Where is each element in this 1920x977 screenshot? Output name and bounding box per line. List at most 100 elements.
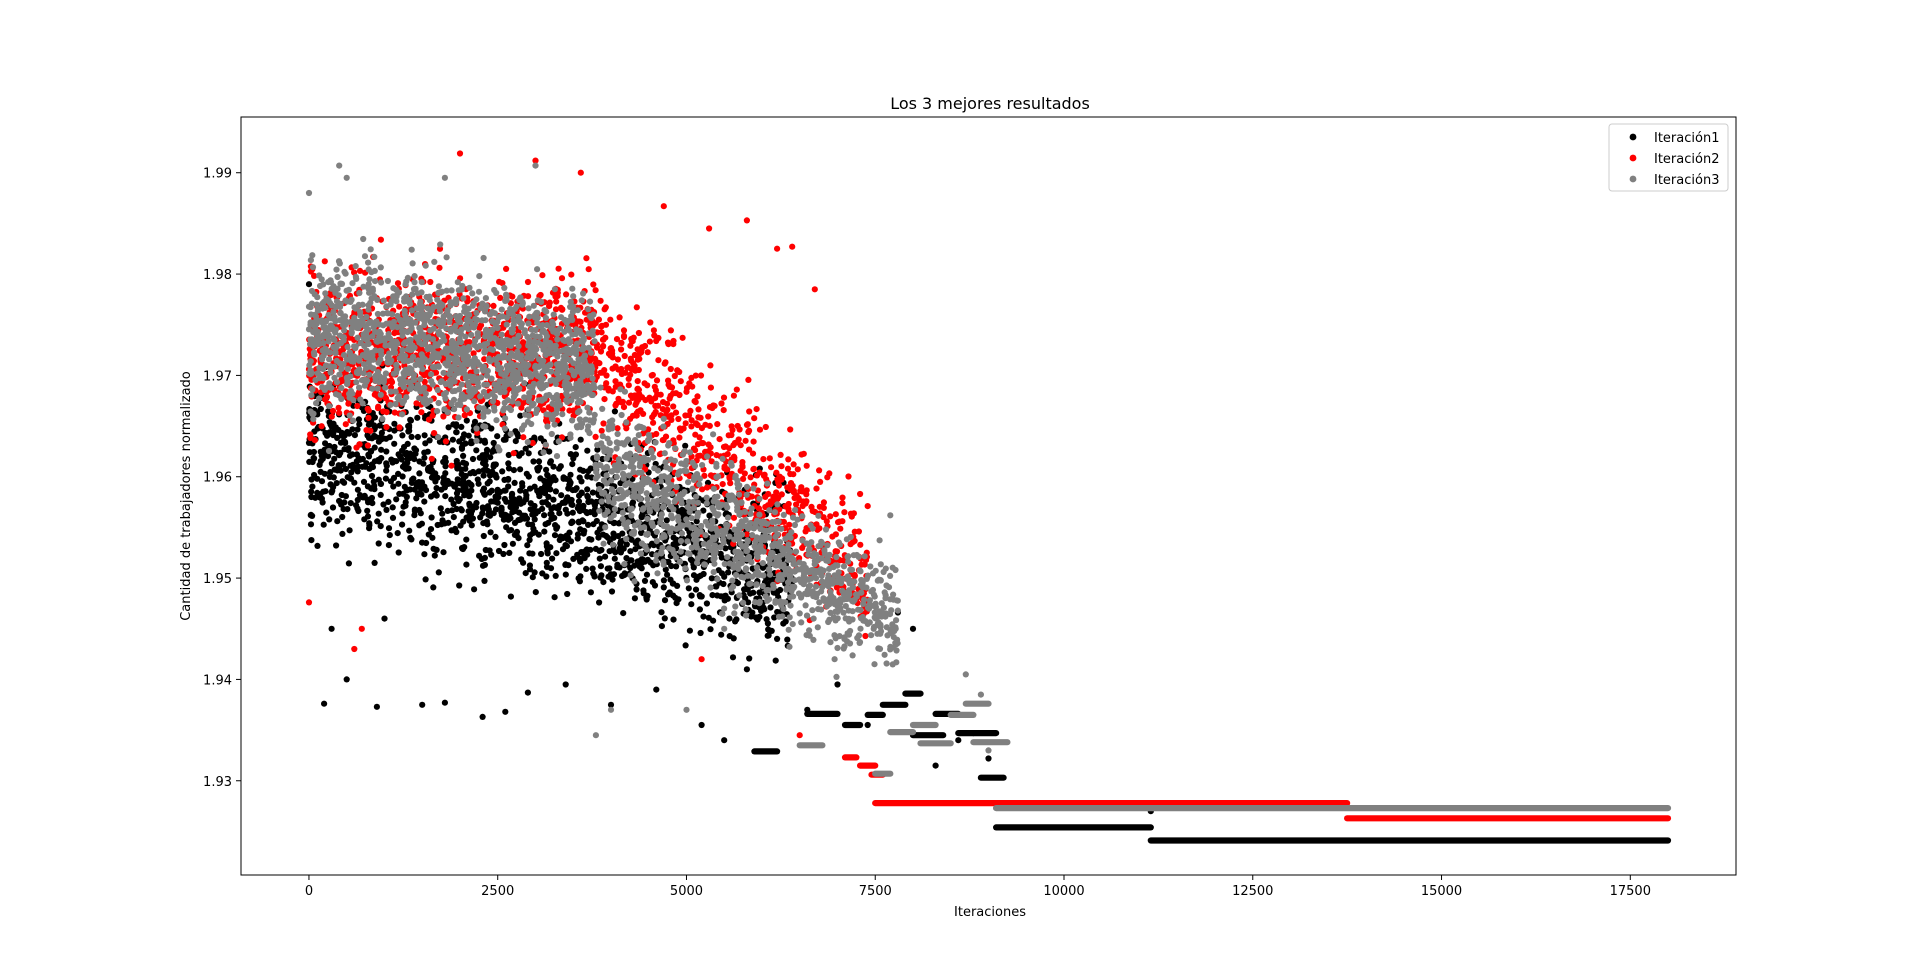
data-point — [503, 524, 510, 531]
data-point — [368, 494, 375, 502]
data-point — [527, 485, 534, 492]
data-point — [497, 365, 505, 372]
data-point — [468, 522, 475, 529]
data-point — [382, 384, 389, 391]
data-point — [747, 474, 754, 481]
data-point — [507, 430, 514, 437]
data-point — [367, 319, 375, 326]
data-point — [486, 472, 494, 479]
data-point — [521, 422, 528, 429]
data-point — [402, 451, 409, 458]
data-point — [871, 609, 878, 616]
data-point — [501, 541, 508, 549]
data-point — [520, 559, 527, 566]
data-point — [787, 426, 794, 433]
data-point — [549, 318, 556, 326]
data-point — [562, 542, 569, 549]
data-point — [493, 498, 500, 505]
data-point — [510, 450, 517, 457]
data-point — [542, 337, 549, 344]
data-point — [383, 424, 390, 431]
data-point — [650, 419, 657, 426]
data-point — [549, 555, 556, 562]
data-point — [326, 356, 333, 363]
data-point — [561, 499, 569, 506]
data-point — [310, 448, 317, 456]
data-point — [407, 486, 414, 493]
data-point — [586, 298, 594, 305]
data-point — [450, 514, 457, 521]
data-point — [471, 586, 478, 593]
data-point — [320, 521, 327, 528]
data-point — [587, 589, 595, 596]
data-point — [695, 573, 703, 580]
data-point — [392, 388, 399, 395]
data-point — [610, 534, 617, 541]
data-point — [448, 462, 455, 469]
data-point — [827, 513, 834, 520]
data-point — [580, 467, 587, 474]
data-point — [390, 370, 397, 377]
data-point — [594, 529, 601, 536]
data-point — [707, 362, 714, 369]
data-point — [359, 301, 366, 308]
data-point — [554, 336, 561, 343]
data-point — [590, 383, 598, 390]
data-point — [435, 317, 442, 324]
data-point — [414, 433, 421, 441]
data-point — [366, 520, 373, 527]
data-point — [374, 310, 381, 318]
data-point — [784, 636, 791, 643]
data-point — [457, 506, 464, 513]
data-point — [569, 331, 576, 338]
data-point — [826, 470, 833, 477]
data-point — [457, 339, 465, 346]
data-point — [330, 326, 337, 333]
data-point — [343, 298, 350, 305]
data-point — [663, 517, 670, 524]
data-point — [585, 330, 592, 337]
data-point — [481, 554, 488, 562]
data-point — [347, 387, 354, 394]
data-point — [506, 341, 513, 349]
data-point — [562, 681, 569, 688]
data-point — [555, 265, 562, 272]
data-point — [462, 440, 469, 447]
data-point — [421, 318, 428, 325]
data-point — [371, 414, 378, 421]
data-point — [326, 442, 333, 450]
data-point — [312, 313, 319, 320]
data-point — [641, 577, 649, 585]
data-point — [413, 305, 420, 312]
data-point — [564, 510, 571, 517]
data-point — [751, 415, 758, 422]
data-point — [468, 331, 475, 339]
data-point — [745, 376, 752, 383]
data-point — [422, 390, 429, 397]
data-point — [435, 399, 442, 407]
data-point — [434, 296, 441, 303]
data-point — [408, 246, 415, 253]
data-point — [730, 392, 738, 399]
data-point — [587, 356, 594, 363]
data-point — [402, 281, 409, 288]
data-point — [430, 545, 437, 552]
data-point — [448, 287, 455, 294]
data-point — [431, 430, 438, 437]
data-point — [543, 559, 550, 566]
data-point — [377, 264, 384, 271]
data-point — [746, 446, 753, 453]
data-point — [579, 339, 586, 346]
data-point — [364, 442, 371, 449]
data-point — [487, 311, 494, 318]
data-point — [617, 480, 624, 487]
data-point — [572, 451, 580, 458]
data-point — [379, 310, 387, 317]
data-point — [646, 394, 653, 401]
data-point — [385, 542, 392, 549]
data-point — [708, 575, 715, 582]
data-point — [634, 356, 642, 363]
data-point — [862, 632, 869, 640]
data-point — [376, 422, 383, 429]
data-point — [395, 470, 402, 477]
